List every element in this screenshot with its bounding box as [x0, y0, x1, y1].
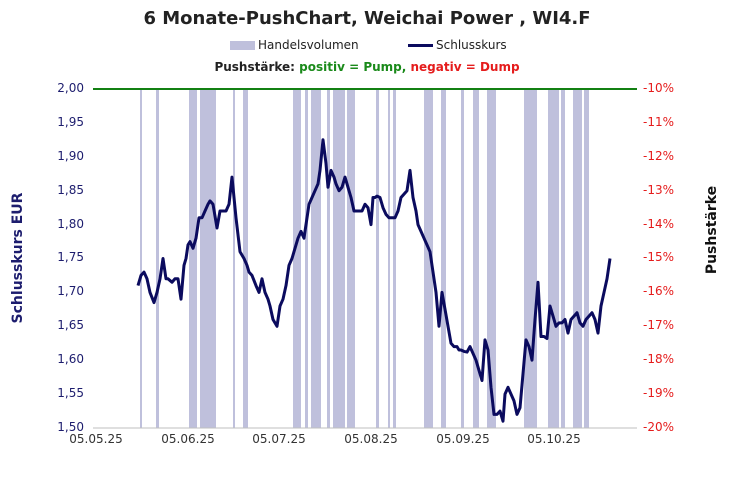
push-positive: positiv = Pump, — [299, 60, 407, 74]
push-explanation: Pushstärke: positiv = Pump, negativ = Du… — [0, 60, 734, 74]
volume-bar — [233, 89, 235, 428]
y-tick: 1,70 — [57, 284, 84, 298]
volume-bar — [140, 89, 142, 428]
line-swatch-icon — [408, 43, 433, 47]
y2-tick: -10% — [643, 81, 675, 95]
volume-bar — [584, 89, 589, 428]
y2-tick: -11% — [643, 115, 675, 129]
y2-tick: -16% — [643, 284, 675, 298]
volume-bar — [393, 89, 396, 428]
volume-bar — [573, 89, 582, 428]
volume-bar — [293, 89, 301, 428]
volume-bar — [424, 89, 433, 428]
y2-tick: -19% — [643, 386, 675, 400]
x-tick: 05.10.25 — [527, 432, 581, 446]
y-tick: 1,75 — [57, 250, 84, 264]
volume-swatch-icon — [230, 40, 255, 50]
volume-bar — [473, 89, 479, 428]
volume-bar — [189, 89, 197, 428]
y-tick: 1,80 — [57, 217, 84, 231]
volume-bar — [333, 89, 345, 428]
volume-bar — [311, 89, 321, 428]
legend-item-volume: Handelsvolumen — [230, 38, 359, 52]
volume-bar — [487, 89, 496, 428]
y2-tick: -14% — [643, 217, 675, 231]
y-tick: 1,65 — [57, 318, 84, 332]
close-price-line — [136, 138, 612, 423]
volume-bar — [347, 89, 355, 428]
y2-tick: -18% — [643, 352, 675, 366]
y-tick: 1,55 — [57, 386, 84, 400]
push-prefix: Pushstärke: — [214, 60, 295, 74]
legend-item-close: Schlusskurs — [408, 38, 507, 52]
volume-bar — [305, 89, 308, 428]
legend-label-close: Schlusskurs — [436, 38, 507, 52]
y-tick: 1,50 — [57, 420, 84, 434]
volume-bar — [524, 89, 537, 428]
y2-tick: -15% — [643, 250, 675, 264]
volume-bar — [376, 89, 379, 428]
push-negative: negativ = Dump — [410, 60, 520, 74]
volume-bar — [561, 89, 565, 428]
volume-bar — [548, 89, 559, 428]
y-tick: 2,00 — [57, 81, 84, 95]
x-tick: 05.05.25 — [69, 432, 123, 446]
y-tick: 1,95 — [57, 115, 84, 129]
volume-bar — [327, 89, 330, 428]
y-tick: 1,60 — [57, 352, 84, 366]
x-tick: 05.06.25 — [161, 432, 215, 446]
volume-bar — [441, 89, 446, 428]
x-tick: 05.07.25 — [252, 432, 306, 446]
volume-bar — [461, 89, 464, 428]
y-tick: 1,90 — [57, 149, 84, 163]
volume-bar — [388, 89, 390, 428]
y2-tick: -17% — [643, 318, 675, 332]
chart-legend: Handelsvolumen Schlusskurs — [0, 38, 734, 56]
volume-bar — [156, 89, 159, 428]
y2-tick: -13% — [643, 183, 675, 197]
legend-label-volume: Handelsvolumen — [258, 38, 359, 52]
x-tick: 05.08.25 — [344, 432, 398, 446]
y-tick: 1,85 — [57, 183, 84, 197]
volume-bar — [200, 89, 216, 428]
y2-tick: -12% — [643, 149, 675, 163]
x-tick: 05.09.25 — [436, 432, 490, 446]
chart-title: 6 Monate-PushChart, Weichai Power , WI4.… — [143, 8, 591, 29]
y2-tick: -20% — [643, 420, 675, 434]
